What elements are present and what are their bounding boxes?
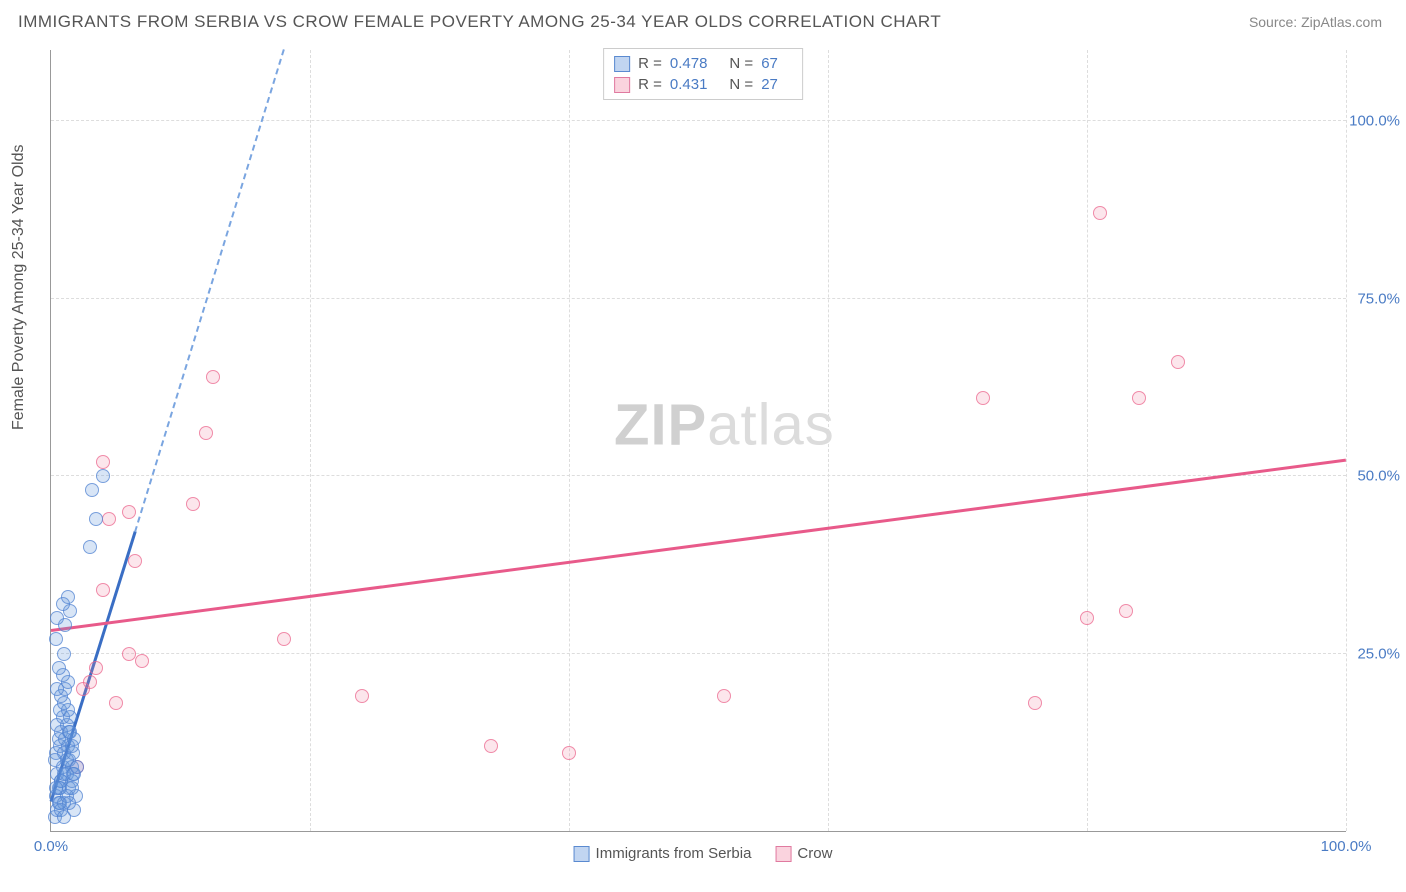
swatch-icon xyxy=(775,846,791,862)
gridline-h xyxy=(51,298,1346,299)
data-point-blue xyxy=(61,590,75,604)
data-point-pink xyxy=(96,583,110,597)
swatch-icon xyxy=(614,56,630,72)
y-axis-label: Female Poverty Among 25-34 Year Olds xyxy=(10,145,28,431)
data-point-pink xyxy=(186,497,200,511)
data-point-pink xyxy=(122,647,136,661)
x-tick-label: 100.0% xyxy=(1321,838,1372,855)
chart-title: IMMIGRANTS FROM SERBIA VS CROW FEMALE PO… xyxy=(18,12,941,32)
trend-line-extrapolation xyxy=(134,49,285,532)
legend-row-serbia: R = 0.478 N = 67 xyxy=(614,53,792,74)
r-label: R = xyxy=(638,76,662,93)
data-point-pink xyxy=(1028,696,1042,710)
gridline-v xyxy=(1346,50,1347,831)
legend-row-crow: R = 0.431 N = 27 xyxy=(614,74,792,95)
data-point-pink xyxy=(355,689,369,703)
gridline-v xyxy=(1087,50,1088,831)
gridline-v xyxy=(828,50,829,831)
data-point-pink xyxy=(102,512,116,526)
data-point-blue xyxy=(48,753,62,767)
data-point-pink xyxy=(1093,206,1107,220)
data-point-blue xyxy=(52,661,66,675)
legend-item-crow: Crow xyxy=(775,845,832,862)
swatch-icon xyxy=(574,846,590,862)
y-tick-label: 75.0% xyxy=(1357,290,1400,307)
y-tick-label: 50.0% xyxy=(1357,468,1400,485)
gridline-h xyxy=(51,120,1346,121)
source-link[interactable]: Source: ZipAtlas.com xyxy=(1249,14,1382,30)
data-point-blue xyxy=(57,810,71,824)
data-point-blue xyxy=(49,632,63,646)
data-point-blue xyxy=(85,483,99,497)
legend-series: Immigrants from Serbia Crow xyxy=(574,845,833,862)
data-point-pink xyxy=(1132,391,1146,405)
data-point-pink xyxy=(206,370,220,384)
r-value: 0.478 xyxy=(670,55,708,72)
data-point-blue xyxy=(89,512,103,526)
data-point-pink xyxy=(83,675,97,689)
data-point-pink xyxy=(199,426,213,440)
n-value: 67 xyxy=(761,55,778,72)
data-point-pink xyxy=(1171,355,1185,369)
data-point-pink xyxy=(717,689,731,703)
data-point-blue xyxy=(83,540,97,554)
data-point-blue xyxy=(62,796,76,810)
data-point-pink xyxy=(976,391,990,405)
watermark: ZIPatlas xyxy=(614,391,835,458)
gridline-h xyxy=(51,653,1346,654)
gridline-v xyxy=(569,50,570,831)
data-point-pink xyxy=(109,696,123,710)
data-point-blue xyxy=(96,469,110,483)
data-point-blue xyxy=(50,611,64,625)
data-point-pink xyxy=(1119,604,1133,618)
data-point-pink xyxy=(562,746,576,760)
data-point-pink xyxy=(89,661,103,675)
data-point-pink xyxy=(122,505,136,519)
r-label: R = xyxy=(638,55,662,72)
n-label: N = xyxy=(729,76,753,93)
trend-line-pink xyxy=(51,459,1346,632)
data-point-pink xyxy=(128,554,142,568)
legend-correlation: R = 0.478 N = 67 R = 0.431 N = 27 xyxy=(603,48,803,100)
y-tick-label: 25.0% xyxy=(1357,645,1400,662)
series-label: Crow xyxy=(797,845,832,862)
data-point-blue xyxy=(67,767,81,781)
data-point-pink xyxy=(96,455,110,469)
scatter-plot: ZIPatlas 25.0%50.0%75.0%100.0%0.0%100.0% xyxy=(50,50,1346,832)
x-tick-label: 0.0% xyxy=(34,838,68,855)
gridline-h xyxy=(51,475,1346,476)
data-point-pink xyxy=(484,739,498,753)
data-point-blue xyxy=(65,781,79,795)
series-label: Immigrants from Serbia xyxy=(596,845,752,862)
n-label: N = xyxy=(729,55,753,72)
data-point-pink xyxy=(1080,611,1094,625)
r-value: 0.431 xyxy=(670,76,708,93)
swatch-icon xyxy=(614,77,630,93)
data-point-pink xyxy=(135,654,149,668)
y-tick-label: 100.0% xyxy=(1349,113,1400,130)
gridline-v xyxy=(310,50,311,831)
data-point-pink xyxy=(277,632,291,646)
data-point-blue xyxy=(63,725,77,739)
legend-item-serbia: Immigrants from Serbia xyxy=(574,845,752,862)
data-point-blue xyxy=(57,647,71,661)
n-value: 27 xyxy=(761,76,778,93)
